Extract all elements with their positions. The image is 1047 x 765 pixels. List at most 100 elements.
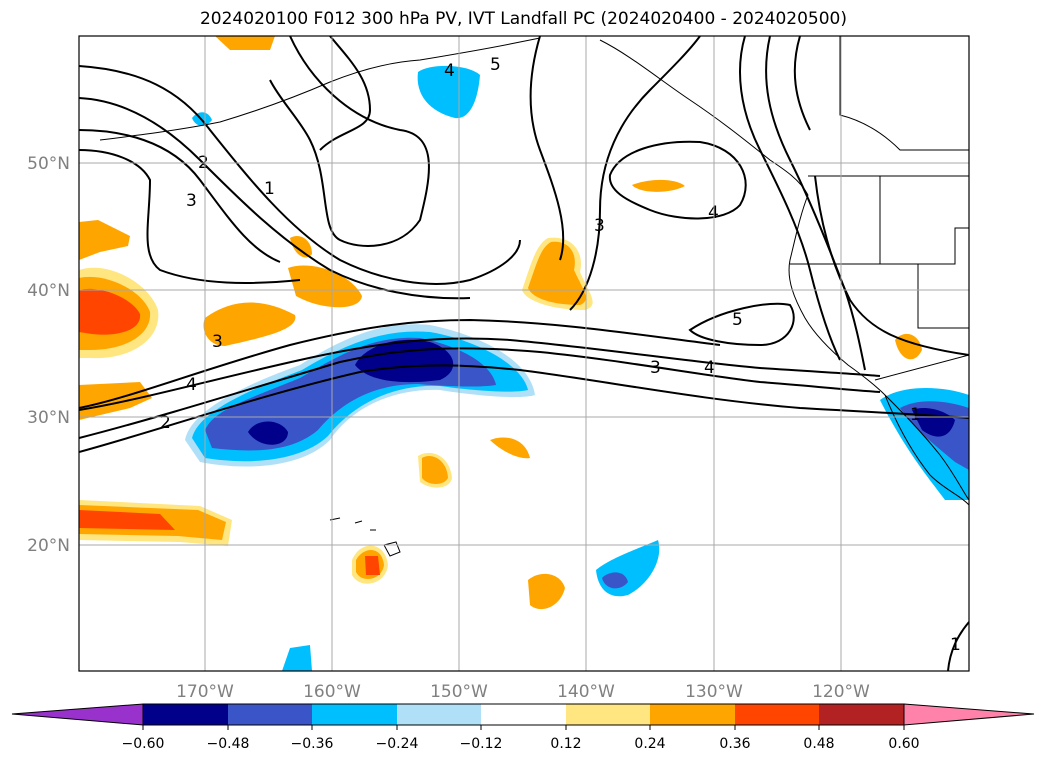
contour-label: 1 bbox=[910, 405, 921, 425]
colorbar-ticks bbox=[142, 725, 905, 730]
contour-label: 4 bbox=[186, 375, 197, 395]
pv-positive-region bbox=[288, 265, 362, 308]
ivt-contour-west-loop bbox=[319, 36, 372, 151]
colorbar-tick-label: −0.36 bbox=[291, 736, 334, 752]
pv-positive-region bbox=[79, 288, 141, 335]
gridlines bbox=[79, 36, 969, 671]
pv-positive-region bbox=[79, 220, 130, 260]
contour-label: 4 bbox=[444, 61, 455, 81]
ivt-contour-3-north bbox=[569, 36, 701, 311]
pv-positive-region bbox=[365, 556, 380, 575]
ivt-contour-4-closed bbox=[608, 140, 747, 220]
lon-label: 160°W bbox=[303, 682, 361, 702]
colorbar-tick-label: 0.36 bbox=[719, 736, 750, 752]
coastlines bbox=[99, 36, 969, 557]
ivt-contours bbox=[79, 36, 969, 671]
contour-label: 3 bbox=[650, 358, 661, 378]
contour-label: 3 bbox=[186, 191, 197, 211]
ivt-contour-east-1 bbox=[739, 36, 841, 361]
colorbar-swatch bbox=[481, 704, 566, 725]
ivt-contour-north-1 bbox=[79, 65, 521, 285]
pv-negative-region bbox=[602, 572, 628, 589]
pv-positive-region bbox=[290, 235, 312, 258]
lon-label: 150°W bbox=[430, 682, 488, 702]
colorbar-swatch bbox=[735, 704, 819, 725]
lat-label: 40°N bbox=[27, 281, 70, 301]
contour-label: 1 bbox=[264, 179, 275, 199]
pv-negative-region bbox=[596, 540, 660, 597]
contour-label: 4 bbox=[704, 358, 715, 378]
lon-label: 140°W bbox=[557, 682, 615, 702]
map-title: 2024020100 F012 300 hPa PV, IVT Landfall… bbox=[199, 9, 847, 29]
contour-label: 2 bbox=[160, 413, 171, 433]
pv-positive-region bbox=[79, 382, 152, 420]
colorbar-extend-low bbox=[11, 703, 144, 726]
ivt-contour-north-4 bbox=[79, 129, 281, 263]
alaska-coastline bbox=[99, 37, 541, 141]
pv-shading bbox=[79, 36, 969, 671]
alaska-panhandle-coastline bbox=[599, 39, 809, 196]
lon-label: 170°W bbox=[176, 682, 234, 702]
pv-positive-region bbox=[215, 36, 275, 50]
pv-positive-region bbox=[528, 573, 565, 610]
pv-negative-region bbox=[248, 421, 288, 445]
colorbar-swatch bbox=[228, 704, 312, 725]
colorbar-tick-label: −0.48 bbox=[207, 736, 250, 752]
hawaii-island bbox=[329, 517, 376, 531]
colorbar-tick-label: 0.24 bbox=[634, 736, 665, 752]
lat-label: 20°N bbox=[27, 536, 70, 556]
us-mexico-border bbox=[874, 354, 969, 381]
colorbar: −0.60 −0.48 −0.36 −0.24 −0.12 0.12 0.24 … bbox=[11, 703, 1035, 752]
pv-negative-region bbox=[417, 65, 480, 119]
ivt-contour-2 bbox=[79, 364, 969, 453]
map-frame bbox=[78, 35, 970, 672]
ivt-contour-north-2 bbox=[79, 97, 471, 300]
lat-label: 30°N bbox=[27, 408, 70, 428]
lon-labels: 170°W 160°W 150°W 140°W 130°W 120°W bbox=[176, 682, 870, 702]
ivt-contour-se bbox=[947, 621, 969, 671]
ivt-contour-3 bbox=[79, 347, 881, 439]
contour-label: 3 bbox=[594, 216, 605, 236]
pv-positive-region bbox=[79, 510, 175, 530]
colorbar-tick-label: −0.12 bbox=[460, 736, 503, 752]
pv-positive-region bbox=[203, 302, 296, 346]
ivt-contour-mid bbox=[529, 36, 565, 261]
lon-label: 130°W bbox=[685, 682, 743, 702]
ivt-contour-north-3 bbox=[79, 149, 301, 284]
ivt-contour-east-4 bbox=[793, 36, 811, 131]
hawaii-island bbox=[383, 541, 401, 557]
ivt-contour-east-2 bbox=[765, 36, 866, 371]
colorbar-swatch bbox=[566, 704, 650, 725]
pv-positive-region bbox=[490, 437, 530, 459]
colorbar-tick-label: 0.12 bbox=[550, 736, 581, 752]
colorbar-swatch bbox=[397, 704, 481, 725]
ivt-contour-loop bbox=[269, 36, 430, 247]
ivt-contour-5 bbox=[79, 318, 721, 409]
contour-label: 5 bbox=[732, 310, 743, 330]
colorbar-swatch bbox=[143, 704, 228, 725]
us-west-coastline bbox=[788, 194, 969, 501]
lon-label: 120°W bbox=[812, 682, 870, 702]
contour-label: 1 bbox=[950, 635, 961, 655]
lat-label: 50°N bbox=[27, 154, 70, 174]
contour-label: 4 bbox=[708, 203, 719, 223]
colorbar-extend-high bbox=[903, 703, 1035, 726]
contour-label: 3 bbox=[212, 332, 223, 352]
pv-positive-region bbox=[632, 179, 685, 192]
colorbar-tick-label: −0.24 bbox=[376, 736, 419, 752]
pv-negative-region bbox=[282, 645, 312, 671]
canada-province-border bbox=[839, 36, 969, 151]
colorbar-frame bbox=[142, 703, 905, 726]
baja-coastline bbox=[884, 394, 969, 506]
pv-positive-region bbox=[528, 241, 586, 305]
colorbar-swatch bbox=[312, 704, 397, 725]
lat-labels: 50°N 40°N 30°N 20°N bbox=[27, 154, 70, 556]
colorbar-tick-label: 0.48 bbox=[803, 736, 834, 752]
pv-negative-region bbox=[355, 339, 454, 383]
ivt-contour-4 bbox=[79, 337, 881, 411]
colorbar-tick-label: 0.60 bbox=[888, 736, 919, 752]
contour-label: 5 bbox=[490, 55, 501, 75]
ivt-contour-5-closed bbox=[688, 302, 795, 347]
pv-positive-region bbox=[422, 456, 448, 484]
